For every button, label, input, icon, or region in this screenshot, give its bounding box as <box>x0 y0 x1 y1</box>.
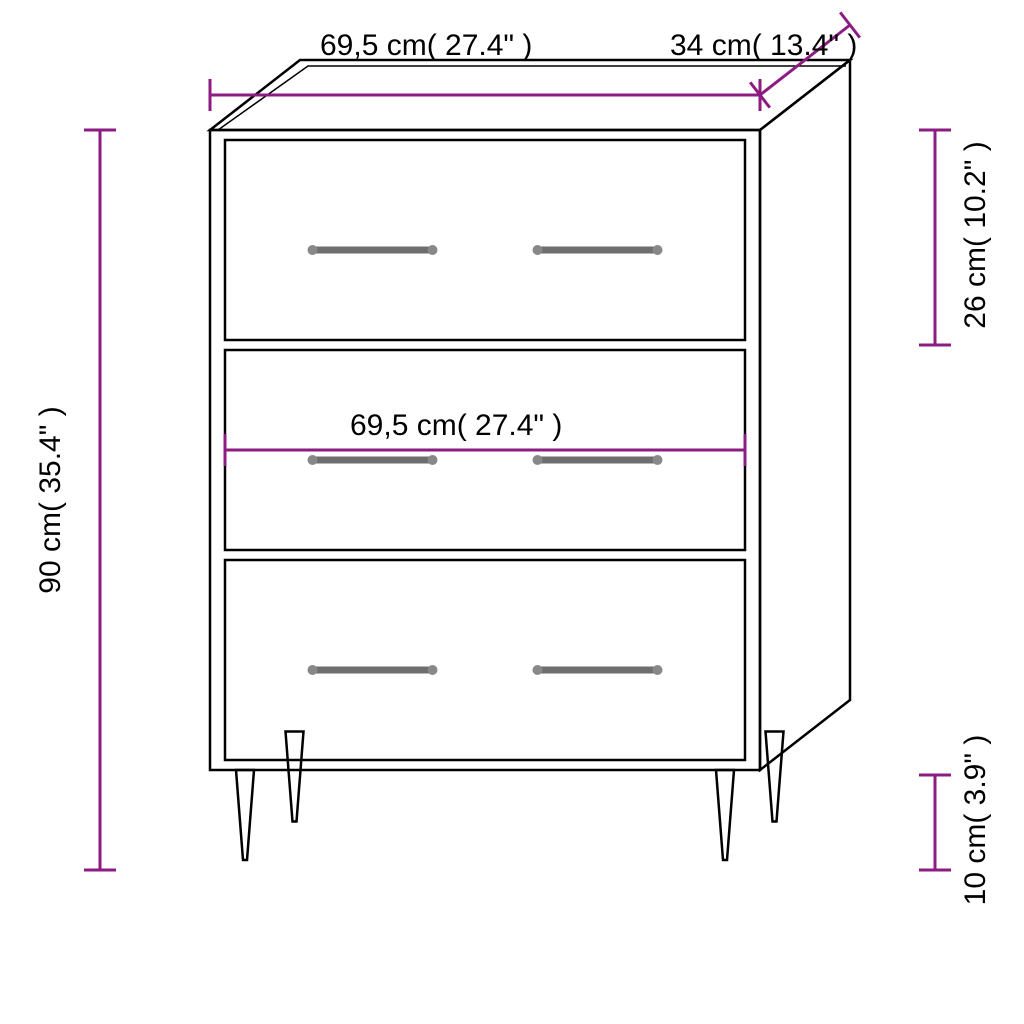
dim-leg-height <box>919 775 951 870</box>
label-height: 90 cm( 35.4" ) <box>34 406 67 593</box>
label-inner-width: 69,5 cm( 27.4" ) <box>350 409 562 442</box>
leg <box>286 732 304 822</box>
dim-drawer-height <box>919 130 951 345</box>
leg <box>766 732 784 822</box>
drawer <box>225 140 745 340</box>
leg <box>716 770 734 860</box>
leg <box>236 770 254 860</box>
dresser <box>210 60 850 860</box>
label-depth: 34 cm( 13.4" ) <box>670 29 857 62</box>
dim-height <box>84 130 116 870</box>
label-width: 69,5 cm( 27.4" ) <box>320 29 532 62</box>
dim-width <box>210 79 760 111</box>
drawer <box>225 560 745 760</box>
label-leg-height: 10 cm( 3.9" ) <box>959 735 992 906</box>
label-drawer-height: 26 cm( 10.2" ) <box>959 141 992 328</box>
